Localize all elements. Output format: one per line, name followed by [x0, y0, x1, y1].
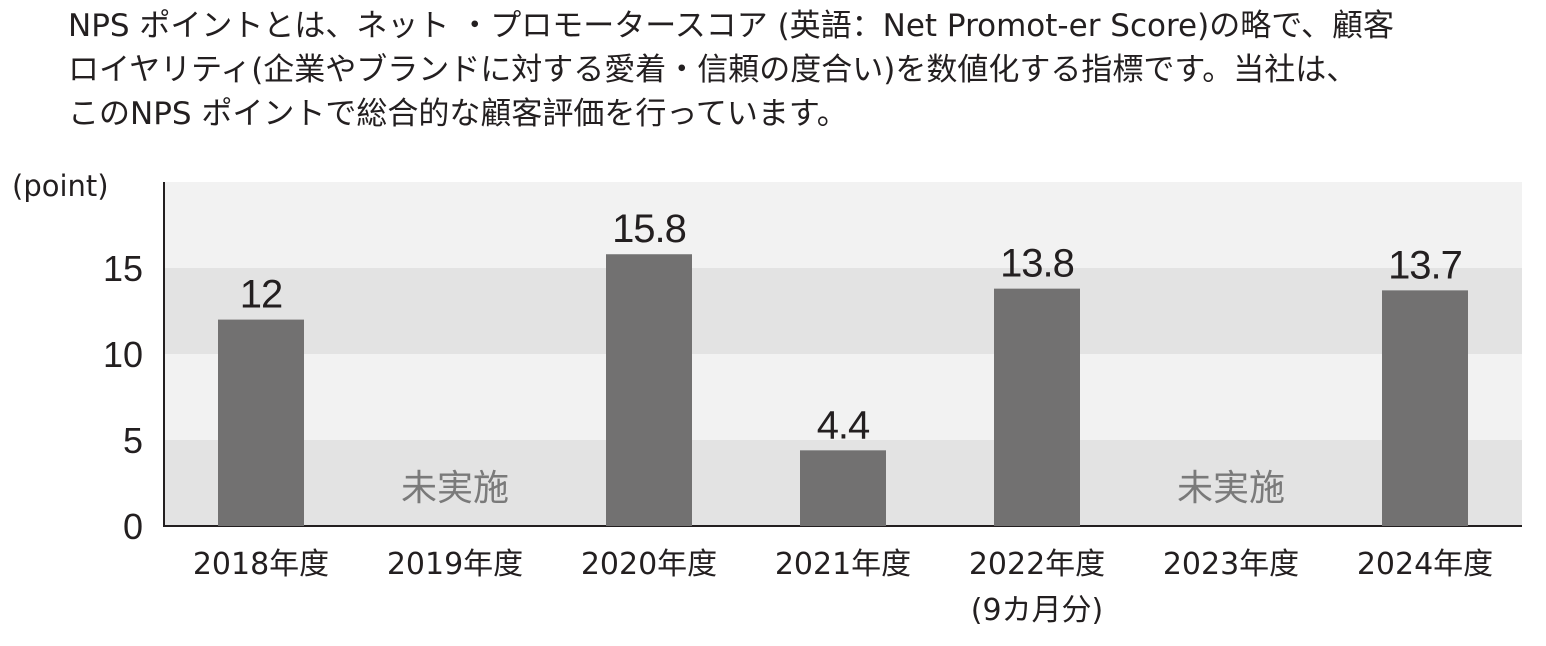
- not-conducted-label: 未実施: [1177, 468, 1285, 509]
- x-tick-label: 2021年度: [775, 547, 911, 582]
- bar: [606, 254, 692, 527]
- intro-text: NPS ポイントとは、ネット ・プロモータースコア (英語：Net Promot…: [68, 4, 1538, 136]
- x-tick-label: 2023年度: [1163, 547, 1299, 582]
- x-tick-label: 2020年度: [581, 547, 717, 582]
- y-tick-label: 15: [103, 248, 143, 289]
- bar-value-label: 12: [240, 273, 283, 317]
- x-tick-label: 2018年度: [193, 547, 329, 582]
- bar-value-label: 4.4: [817, 403, 870, 447]
- y-tick-label: 10: [103, 334, 143, 375]
- y-tick-label: 0: [123, 506, 143, 547]
- x-tick-label: 2022年度: [969, 547, 1105, 582]
- bar: [994, 288, 1080, 526]
- x-tick-label: 2019年度: [387, 547, 523, 582]
- y-unit-label: (point): [12, 169, 109, 203]
- not-conducted-label: 未実施: [401, 468, 509, 509]
- intro-line-2: ロイヤリティ(企業やブランドに対する愛着・信頼の度合い)を数値化する指標です。当…: [68, 52, 1358, 88]
- y-tick-label: 5: [123, 420, 143, 461]
- x-tick-label: 2024年度: [1357, 547, 1493, 582]
- background-band: [164, 268, 1522, 354]
- intro-line-1: NPS ポイントとは、ネット ・プロモータースコア (英語：Net Promot…: [68, 8, 1394, 44]
- bar: [1382, 290, 1468, 526]
- background-band: [164, 182, 1522, 268]
- background-band: [164, 354, 1522, 440]
- bar: [218, 319, 304, 526]
- bar: [800, 450, 886, 526]
- bar-value-label: 13.8: [1000, 242, 1074, 286]
- bar-value-label: 13.7: [1388, 243, 1462, 287]
- bar-value-label: 15.8: [612, 207, 686, 251]
- intro-line-3: このNPS ポイントで総合的な顧客評価を行っています。: [68, 96, 848, 132]
- x-tick-sublabel: (9カ月分): [971, 593, 1104, 628]
